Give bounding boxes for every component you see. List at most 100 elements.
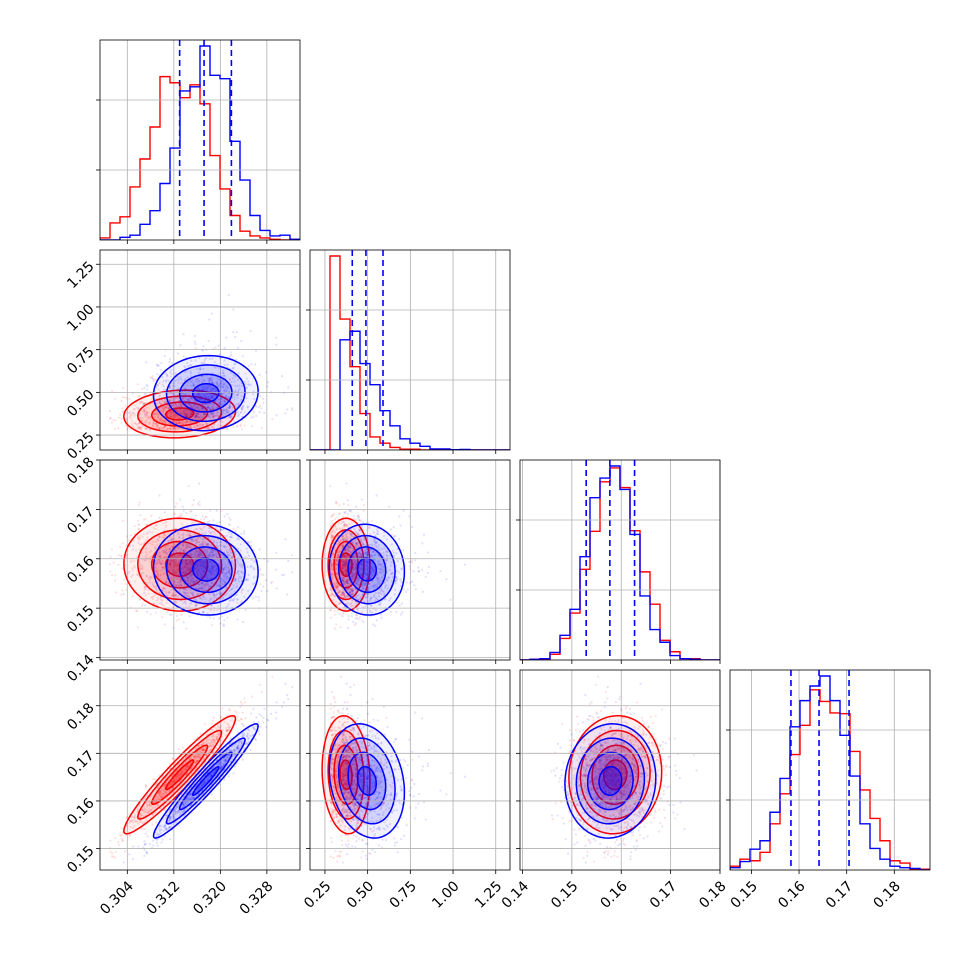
sample-point	[197, 371, 201, 374]
sample-point	[167, 407, 170, 410]
sample-point	[139, 543, 142, 546]
sample-point	[198, 500, 201, 503]
sample-point	[158, 562, 162, 565]
sample-point	[139, 568, 143, 571]
sample-point	[156, 596, 160, 599]
sample-point	[220, 553, 223, 556]
sample-point	[223, 346, 226, 350]
sample-point	[205, 422, 208, 425]
sample-point	[234, 375, 237, 378]
sample-point	[174, 571, 177, 574]
sample-point	[201, 532, 205, 535]
sample-point	[164, 405, 167, 408]
sample-point	[231, 396, 234, 400]
sample-point	[194, 408, 197, 411]
sample-point	[158, 394, 161, 397]
sample-point	[144, 414, 147, 417]
sample-point	[192, 594, 195, 597]
sample-point	[132, 539, 135, 542]
sample-point	[237, 402, 240, 405]
sample-point	[165, 555, 169, 559]
sample-point	[202, 415, 205, 419]
sample-point	[216, 406, 219, 409]
sample-point	[209, 412, 212, 415]
sample-point	[329, 616, 332, 619]
sample-point	[114, 574, 117, 577]
sample-point	[209, 402, 212, 405]
sample-point	[161, 426, 164, 429]
histogram-p1	[310, 255, 510, 450]
sample-point	[133, 559, 136, 562]
sample-point	[211, 623, 214, 627]
sample-point	[214, 346, 217, 349]
sample-point	[140, 564, 143, 567]
sample-point	[158, 401, 162, 404]
sample-point	[172, 420, 175, 423]
sample-point	[156, 424, 159, 427]
sample-point	[199, 518, 203, 521]
sample-point	[217, 556, 220, 559]
sample-point	[175, 614, 179, 618]
sample-point	[212, 427, 215, 430]
sample-point	[200, 407, 204, 410]
sample-point	[229, 518, 232, 521]
sample-point	[156, 573, 159, 576]
sample-point	[221, 409, 225, 412]
sample-point	[205, 403, 208, 406]
sample-point	[241, 566, 244, 569]
sample-point	[182, 412, 185, 415]
sample-point	[146, 384, 149, 388]
sample-point	[196, 367, 199, 371]
sample-point	[225, 411, 228, 414]
sample-point	[155, 603, 159, 606]
sample-point	[156, 424, 159, 427]
sample-point	[203, 412, 206, 415]
sample-point	[180, 563, 183, 566]
sample-point	[220, 386, 224, 389]
sample-point	[168, 563, 171, 566]
sample-point	[197, 482, 201, 485]
sample-point	[266, 590, 269, 593]
sample-point	[193, 579, 196, 582]
sample-point	[234, 335, 237, 339]
sample-point	[155, 570, 158, 573]
sample-point	[152, 527, 155, 530]
sample-point	[179, 404, 182, 408]
sample-point	[139, 598, 142, 601]
sample-point	[195, 550, 198, 553]
sample-point	[136, 383, 139, 386]
sample-point	[172, 626, 175, 630]
sample-point	[152, 421, 155, 425]
sample-point	[199, 408, 202, 411]
sample-point	[195, 412, 198, 415]
sample-point	[154, 524, 157, 527]
sample-point	[215, 406, 218, 409]
sample-point	[151, 597, 154, 600]
sample-point	[290, 406, 294, 410]
sample-point	[290, 554, 294, 557]
sample-point	[262, 401, 265, 404]
sample-point	[253, 397, 256, 401]
sample-point	[152, 585, 155, 588]
sample-point	[147, 415, 150, 419]
sample-point	[200, 555, 203, 558]
sample-point	[208, 406, 212, 409]
sample-point	[168, 613, 172, 616]
sample-point	[177, 403, 180, 406]
sample-point	[216, 414, 219, 417]
sample-point	[143, 410, 146, 413]
sample-point	[203, 362, 207, 365]
sample-point	[139, 416, 142, 419]
sample-point	[187, 393, 191, 396]
sample-point	[193, 412, 197, 415]
sample-point	[197, 387, 200, 390]
sample-point	[170, 539, 173, 542]
sample-point	[168, 549, 171, 552]
sample-point	[212, 554, 215, 557]
sample-point	[362, 503, 366, 506]
sample-point	[114, 397, 117, 400]
sample-point	[236, 582, 239, 585]
sample-point	[181, 571, 184, 575]
sample-point	[207, 402, 210, 406]
sample-point	[207, 427, 211, 431]
